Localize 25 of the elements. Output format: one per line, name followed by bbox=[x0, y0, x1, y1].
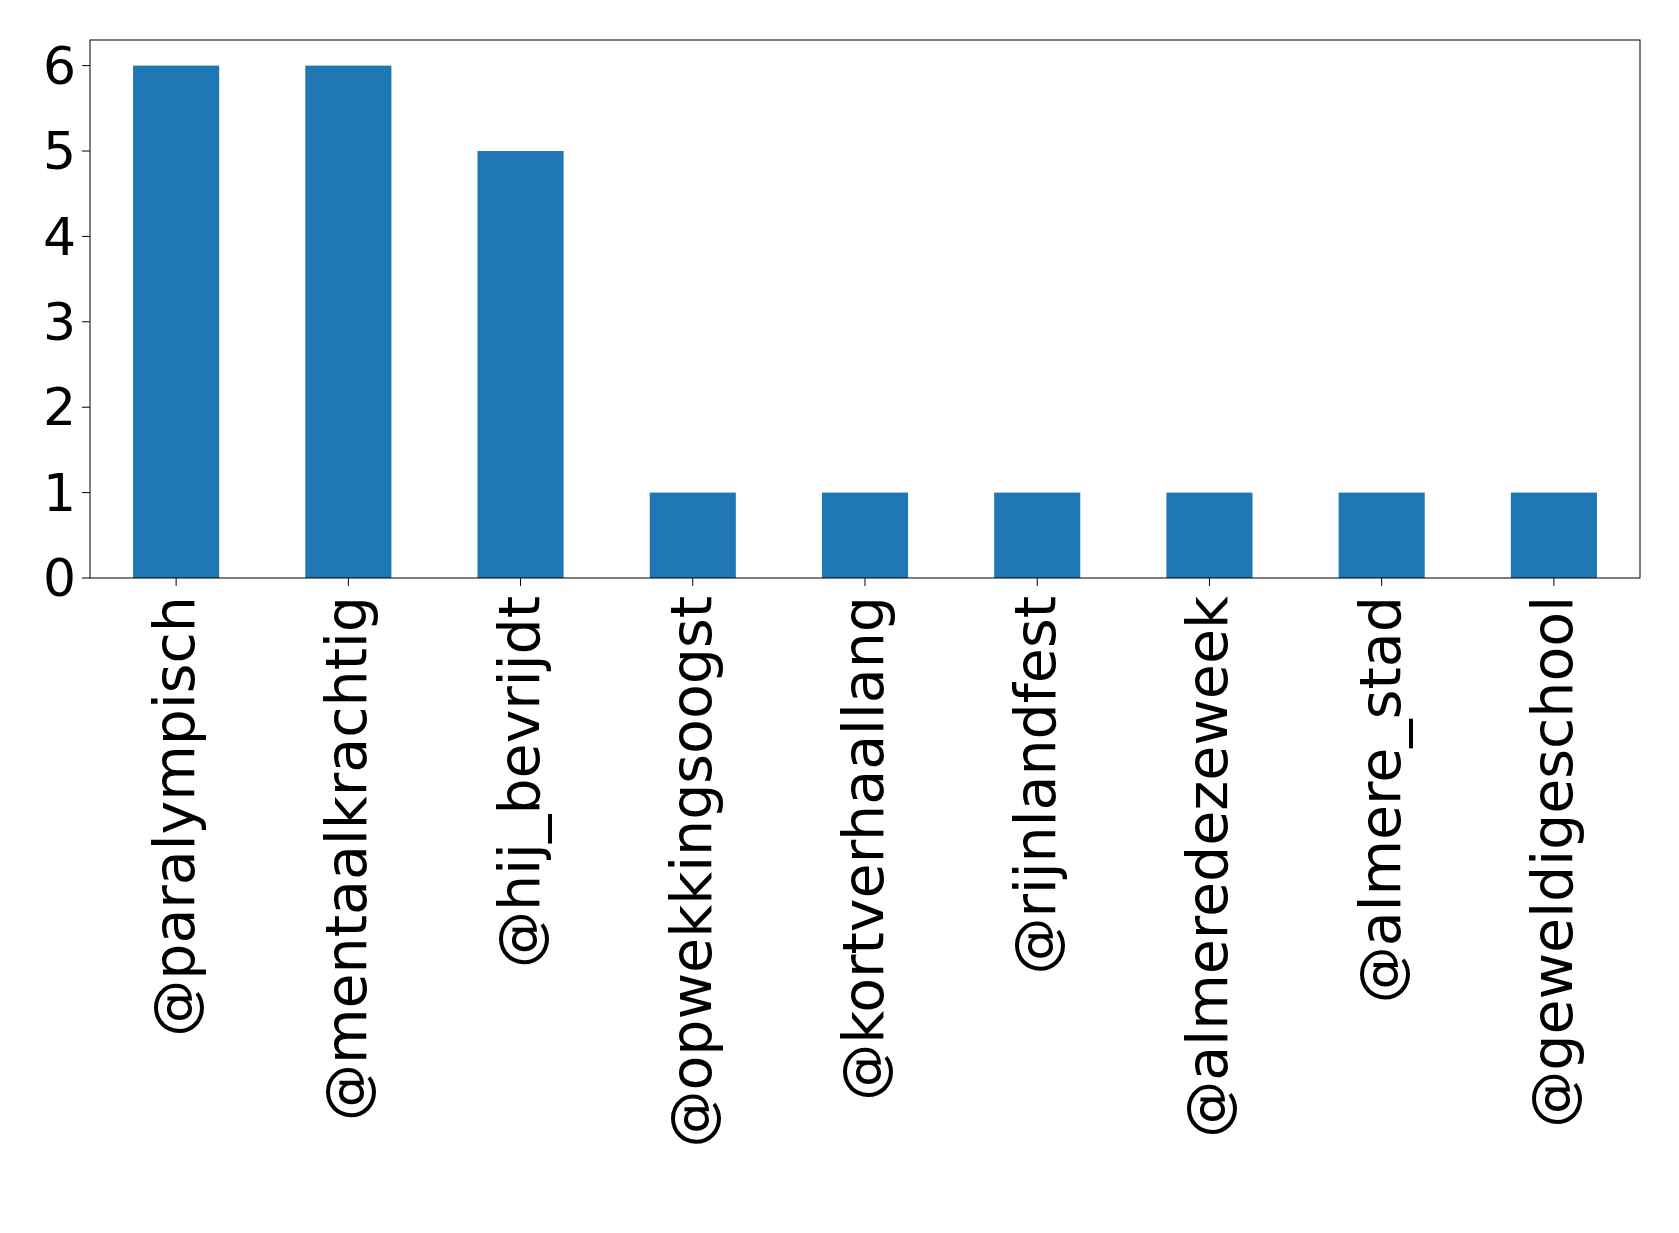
y-tick-label: 1 bbox=[42, 462, 76, 523]
x-tick-label: @kortverhaallang bbox=[830, 596, 896, 1101]
x-tick-label: @opwekkingsoogst bbox=[657, 596, 724, 1148]
x-tick-label: @almeredezeweek bbox=[1174, 596, 1241, 1138]
x-tick-label: @paralympisch bbox=[141, 596, 208, 1037]
bar bbox=[1338, 492, 1425, 578]
y-tick-label: 4 bbox=[42, 206, 76, 267]
y-tick-label: 2 bbox=[42, 377, 76, 438]
x-tick-label: @mentaalkrachtig bbox=[313, 596, 380, 1121]
y-tick-label: 0 bbox=[42, 548, 76, 609]
bar bbox=[477, 151, 564, 578]
y-tick-label: 6 bbox=[42, 35, 76, 96]
x-tick-label: @hij_bevrijdt bbox=[485, 596, 552, 968]
x-tick-label: @almere_stad bbox=[1346, 596, 1413, 1004]
bar bbox=[821, 492, 909, 578]
y-tick-label: 3 bbox=[42, 292, 76, 353]
y-tick-label: 5 bbox=[42, 121, 76, 182]
x-tick-label: @geweldigeschool bbox=[1518, 596, 1585, 1128]
bar bbox=[305, 65, 392, 578]
bar bbox=[133, 65, 220, 578]
bar bbox=[994, 492, 1081, 578]
bar bbox=[649, 492, 736, 578]
bar bbox=[1166, 492, 1253, 578]
x-tick-label: @rijnlandfest bbox=[1002, 596, 1069, 975]
bar bbox=[1510, 492, 1597, 578]
